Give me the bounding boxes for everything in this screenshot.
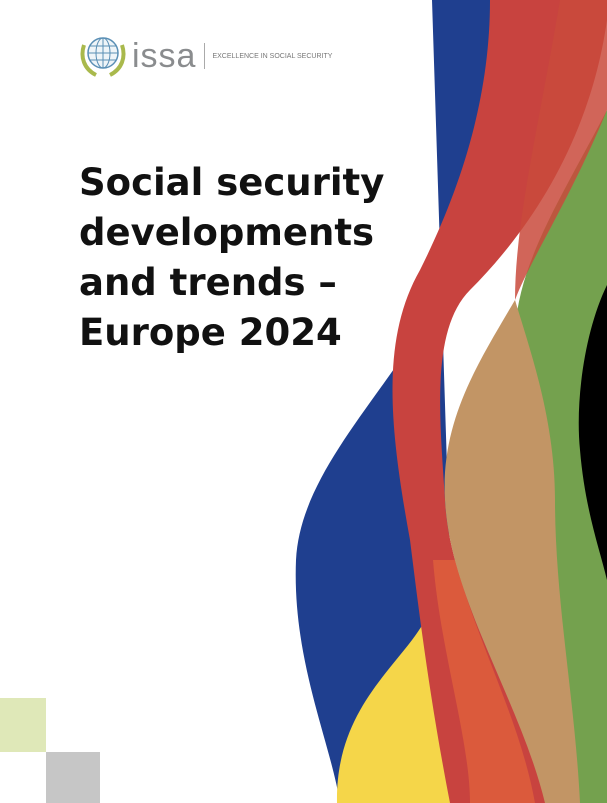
logo-tagline: EXCELLENCE IN SOCIAL SECURITY [212,52,333,60]
wave-orange [433,560,535,803]
square-green [0,698,46,752]
wave-red-top-right [515,0,607,300]
title-line: Europe 2024 [79,311,342,354]
logo-divider [204,43,206,69]
logo-word: issa [132,37,197,75]
issa-logo: issa EXCELLENCE IN SOCIAL SECURITY [78,33,332,79]
square-gray [46,752,100,803]
title-line: and trends – [79,261,337,304]
document-title: Social security developments and trends … [79,158,399,358]
globe-laurel-icon [80,37,126,77]
wave-yellow [336,610,455,803]
wave-tan [444,300,580,803]
wave-green [514,110,607,803]
wave-blue [295,0,590,803]
wave-black [578,285,607,580]
title-line: developments [79,211,375,254]
title-line: Social security [79,161,385,204]
